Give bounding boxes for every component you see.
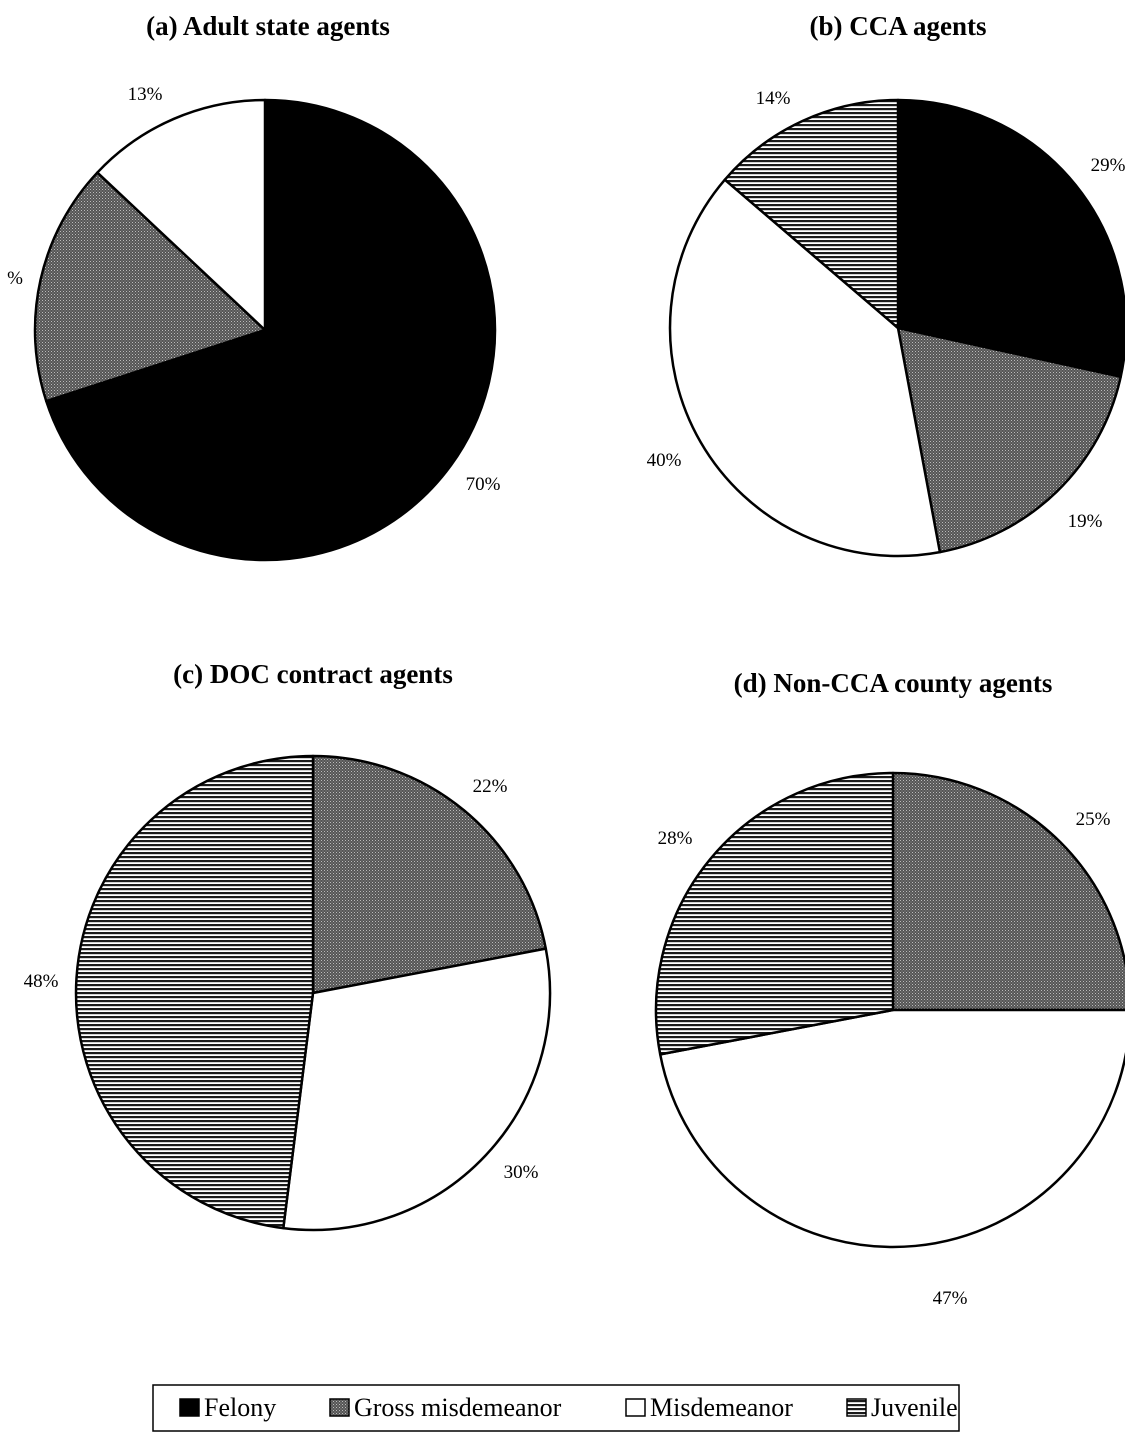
legend-label-juvenile: Juvenile — [871, 1393, 958, 1422]
slice-label-misdemeanor: 30% — [504, 1162, 539, 1183]
chart-title: (c) DOC contract agents — [173, 659, 453, 689]
slice-label-gross-misdemeanor: 19% — [1068, 511, 1103, 532]
legend-swatch-felony — [179, 1398, 200, 1417]
chart-title: (b) CCA agents — [809, 11, 986, 41]
pie-chart-2: (b) CCA agents 29% 19% 40% 14% — [647, 11, 1125, 558]
legend: Felony Gross misdemeanor Misdemeanor Juveni… — [152, 1384, 960, 1432]
legend-swatch-misdemeanor — [625, 1398, 646, 1417]
pie-chart-3: (c) DOC contract agents 22% 30% 48% — [24, 659, 552, 1232]
slice-label-felony: 29% — [1091, 155, 1125, 176]
pie-chart-1: (a) Adult state agents 70%% 13% — [7, 11, 501, 562]
slice-label-misdemeanor: 47% — [933, 1288, 968, 1309]
pie-slice-felony — [896, 98, 1125, 379]
slice-label-juvenile: 48% — [24, 971, 59, 992]
pie-slice-misdemeanor — [282, 947, 552, 1232]
slice-label-felony: 70% — [466, 474, 501, 495]
legend-swatch-juvenile — [846, 1398, 867, 1417]
pie-slice-felony — [45, 98, 497, 562]
slice-label-gross-misdemeanor: 22% — [473, 776, 508, 797]
pie-slice-misdemeanor — [668, 178, 942, 558]
pie-slice-juvenile — [654, 771, 895, 1056]
chart-title: (a) Adult state agents — [146, 11, 390, 41]
pie-slice-gross-misdemeanor — [311, 754, 548, 995]
pie-slice-misdemeanor — [96, 98, 267, 332]
slice-label-gross-misdemeanor: 25% — [1076, 809, 1111, 830]
slice-label-gross-misdemeanor: % — [7, 268, 23, 289]
legend-label-gross-misdemeanor: Gross misdemeanor — [354, 1393, 562, 1422]
slice-label-misdemeanor: 40% — [647, 450, 682, 471]
pie-slice-misdemeanor — [658, 1008, 1125, 1249]
pie-slice-gross-misdemeanor — [33, 171, 267, 403]
legend-label-felony: Felony — [204, 1393, 276, 1422]
pie-slice-gross-misdemeanor — [896, 326, 1122, 554]
legend-label-misdemeanor: Misdemeanor — [650, 1393, 793, 1422]
pie-chart-4: (d) Non-CCA county agents 25% 47% 28% — [654, 668, 1125, 1309]
legend-box — [152, 1384, 960, 1432]
slice-label-juvenile: 14% — [756, 88, 791, 109]
slice-label-misdemeanor: 13% — [128, 84, 163, 105]
pie-slice-gross-misdemeanor — [891, 771, 1125, 1012]
slice-label-juvenile: 28% — [658, 828, 693, 849]
pie-slice-juvenile — [723, 98, 900, 330]
pie-slice-juvenile — [74, 754, 315, 1230]
chart-title: (d) Non-CCA county agents — [734, 668, 1053, 698]
legend-swatch-gross-misdemeanor — [329, 1398, 350, 1417]
